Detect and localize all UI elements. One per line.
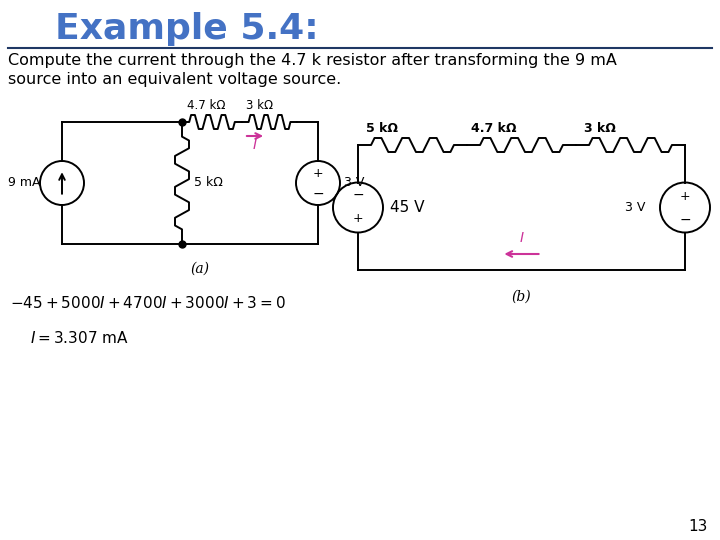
Text: 5 kΩ: 5 kΩ [366,122,398,135]
Text: I: I [253,138,257,152]
Text: 45 V: 45 V [390,200,425,215]
Text: $I = 3.307\ \mathrm{mA}$: $I = 3.307\ \mathrm{mA}$ [30,330,129,346]
Text: I: I [519,231,523,245]
Text: 3 kΩ: 3 kΩ [584,122,616,135]
Text: 4.7 kΩ: 4.7 kΩ [471,122,516,135]
Text: $-45 + 5000I + 4700I + 3000I + 3 = 0$: $-45 + 5000I + 4700I + 3000I + 3 = 0$ [10,295,286,311]
Text: 9 mA: 9 mA [8,177,40,190]
Text: +: + [680,190,690,202]
Text: +: + [312,167,323,180]
Text: 3 kΩ: 3 kΩ [246,99,273,112]
Text: source into an equivalent voltage source.: source into an equivalent voltage source… [8,72,341,87]
Text: −: − [352,188,364,202]
Text: −: − [312,187,324,201]
Text: (b): (b) [512,290,531,304]
Text: 5 kΩ: 5 kΩ [194,177,223,190]
Text: −: − [679,213,690,227]
Text: 13: 13 [688,519,708,534]
Text: Compute the current through the 4.7 k resistor after transforming the 9 mA: Compute the current through the 4.7 k re… [8,53,617,68]
Text: 3 V: 3 V [344,177,364,190]
Text: 4.7 kΩ: 4.7 kΩ [187,99,225,112]
Text: Example 5.4:: Example 5.4: [55,12,319,46]
Text: (a): (a) [191,262,210,276]
Text: 3 V: 3 V [625,201,645,214]
Text: +: + [353,212,364,225]
